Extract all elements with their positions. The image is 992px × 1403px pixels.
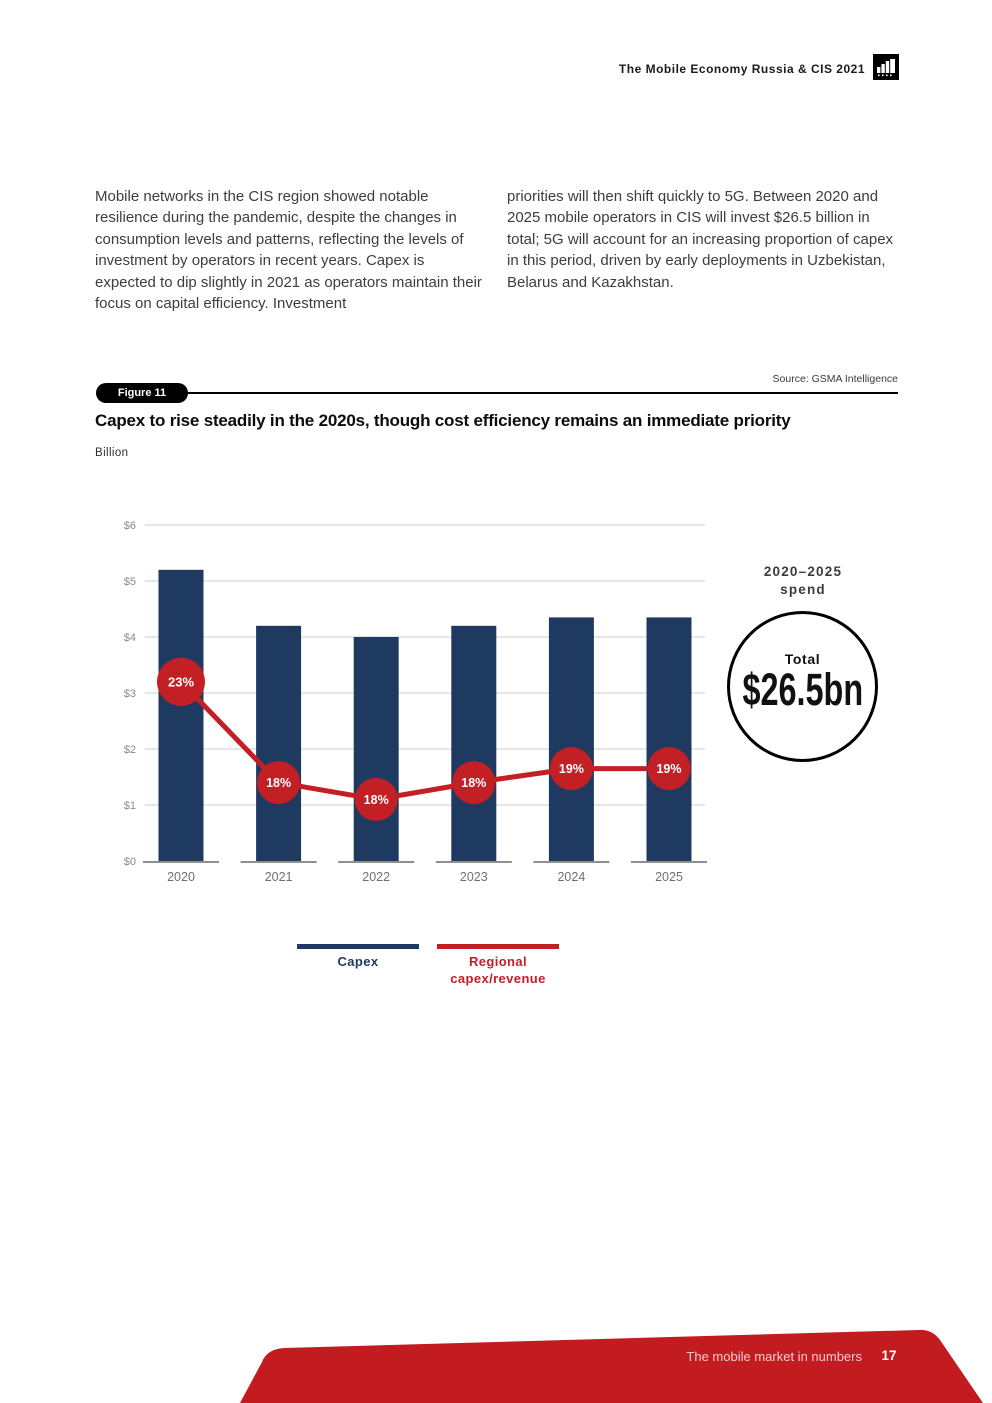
ratio-bubble-2023 [452,761,496,805]
ratio-bubble-label: 19% [656,762,681,776]
bar-2024 [548,617,594,861]
figure-source: Source: GSMA Intelligence [772,373,898,385]
ratio-bubble-2025 [647,747,691,791]
ratio-bubble-label: 18% [461,776,486,790]
footer-page-number: 17 [881,1348,897,1363]
y-tick-label: $2 [124,744,136,756]
legend-label-capex: Capex [337,954,379,969]
bar-2023 [451,625,497,861]
x-tick-label: 2020 [167,870,195,884]
y-tick-label: $0 [124,856,136,868]
intro-paragraph-right: priorities will then shift quickly to 5G… [507,188,894,291]
figure-rule [150,392,898,394]
bar-2022 [353,637,399,861]
legend-label-regional-line2: capex/revenue [450,971,546,986]
capex-bar-line-chart: $0 $1 $2 $3 $4 $5 $6 2020 2021 2022 2023 2024 2025 23… [124,520,707,884]
x-tick-label: 2023 [460,870,488,884]
x-tick-label: 2021 [265,870,293,884]
legend-label-regional-line1: Regional [468,954,528,969]
report-header-title: The Mobile Economy Russia & CIS 2021 [618,62,865,76]
spend-period-line2: spend [780,582,826,597]
spend-period-heading: 2020–2025 spend [728,563,878,599]
legend-label-regional: Regional capex/revenue [427,953,569,987]
x-tick-label: 2024 [557,870,585,884]
x-tick-label: 2025 [655,870,683,884]
figure-title: Capex to rise steadily in the 2020s, tho… [95,411,791,430]
ratio-bubble-2021 [257,761,301,805]
total-spend-circle: Total $26.5bn [727,611,878,762]
y-tick-label: $5 [124,576,136,588]
figure-number-badge: Figure 11 [96,383,188,403]
ratio-bubble-label: 19% [559,762,584,776]
spend-period-line1: 2020–2025 [763,564,843,579]
x-tick-label: 2022 [362,870,390,884]
y-tick-label: $4 [124,632,136,644]
figure-unit-label: Billion [95,447,129,459]
ratio-bubble-2020 [157,657,205,706]
ratio-bubble-label: 18% [266,776,291,790]
bar-2020 [158,569,204,861]
gsma-logo-icon [873,54,899,80]
ratio-bubble-2024 [549,747,593,791]
ratio-bubble-label: 23% [168,674,194,689]
footer-red-banner [240,1329,983,1403]
legend-swatch-capex [297,944,419,949]
ratio-bubble-2022 [354,777,398,821]
legend-swatch-regional [437,944,559,949]
total-value: $26.5bn [742,663,863,715]
total-label: Total [784,650,821,667]
ratio-line [179,680,669,802]
y-tick-label: $1 [124,800,136,812]
y-tick-label: $6 [124,520,136,532]
footer-section-label: The mobile market in numbers [686,1349,862,1364]
y-tick-label: $3 [124,688,136,700]
bar-2021 [256,625,302,861]
intro-paragraph-left: Mobile networks in the CIS region showed… [95,188,482,313]
ratio-bubble-label: 18% [364,793,389,807]
bar-2025 [646,617,692,861]
